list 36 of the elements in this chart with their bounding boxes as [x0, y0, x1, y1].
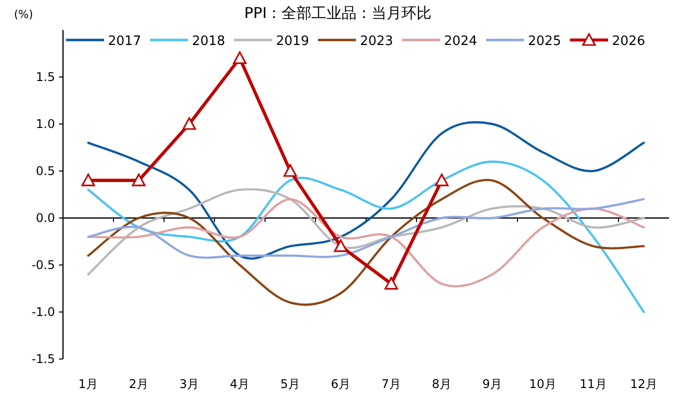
y-tick-label: 1.5 [36, 70, 55, 84]
x-tick-label: 11月 [580, 377, 607, 391]
x-tick-label: 12月 [630, 377, 658, 391]
y-tick-label: -0.5 [32, 258, 55, 272]
legend-label: 2017 [108, 34, 142, 49]
y-tick-label: -1.0 [32, 305, 55, 319]
y-tick-label: 0.5 [36, 164, 55, 178]
legend-label: 2024 [444, 34, 478, 49]
x-tick-label: 6月 [330, 377, 351, 391]
x-tick-label: 7月 [381, 377, 402, 391]
point [81, 174, 96, 186]
point [232, 51, 247, 64]
x-tick-label: 3月 [179, 377, 200, 391]
legend-label: 2026 [612, 34, 646, 49]
x-tick-label: 8月 [432, 377, 452, 391]
point [434, 174, 449, 186]
point [182, 117, 196, 130]
x-tick-label: 9月 [482, 377, 502, 391]
x-tick-label: 5月 [280, 377, 300, 391]
point [283, 164, 298, 177]
legend-label: 2019 [276, 34, 310, 49]
x-tick-label: 10月 [529, 377, 556, 391]
legend-label: 2023 [360, 34, 394, 49]
legend-label: 2025 [528, 34, 562, 49]
point [132, 174, 146, 186]
chart-title: PPI：全部工业品：当月环比 [244, 4, 432, 22]
y-tick-label: 1.0 [36, 117, 55, 131]
y-tick-label: 0.0 [36, 211, 55, 225]
x-tick-label: 4月 [230, 377, 250, 391]
point [334, 239, 348, 252]
y-tick-label: -1.5 [32, 352, 55, 366]
point [384, 277, 398, 290]
x-tick-label: 2月 [128, 377, 149, 391]
y-axis-title: (%) [14, 8, 34, 21]
x-tick-label: 1月 [78, 377, 98, 391]
legend-label: 2018 [192, 34, 226, 49]
